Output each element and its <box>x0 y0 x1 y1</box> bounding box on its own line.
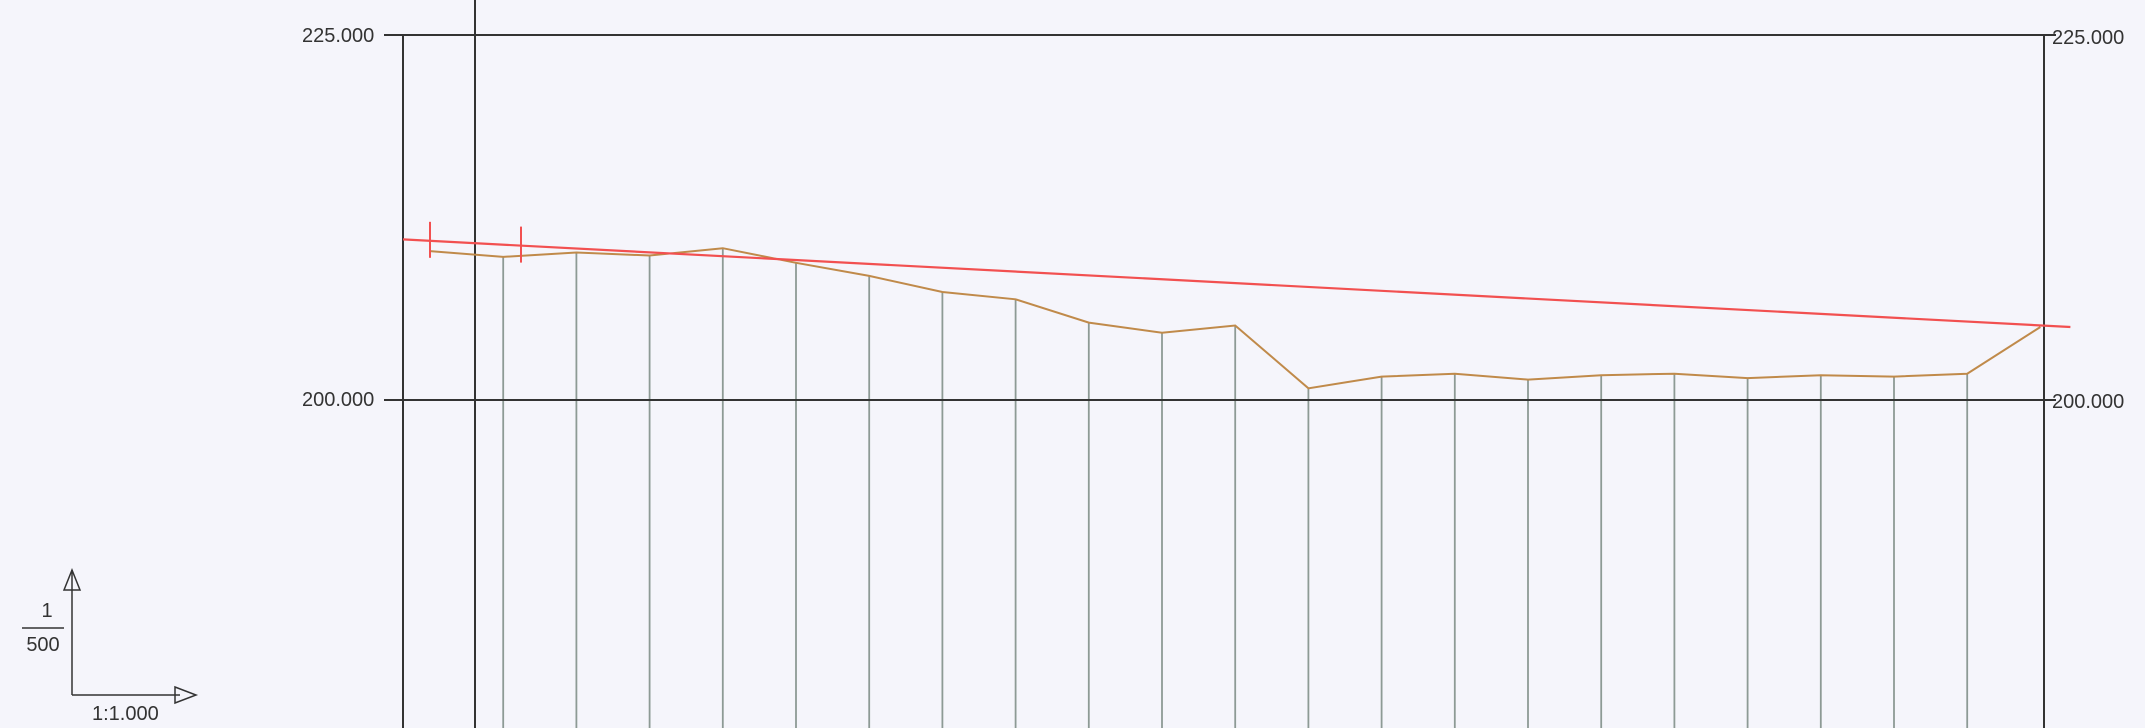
horizontal-scale-arrow-icon <box>174 685 199 705</box>
left-elevation-label-200: 200.000 <box>302 389 375 411</box>
horizontal-scale-label: 1:1.000 <box>92 703 159 725</box>
scale-legend-arrows <box>22 567 199 705</box>
left-elevation-label-225: 225.000 <box>302 25 375 47</box>
vertical-scale-denominator: 500 <box>26 634 60 656</box>
right-elevation-label-225: 225.000 <box>2052 27 2125 49</box>
station-gridlines <box>502 248 1969 728</box>
design-grade-line <box>402 238 2071 329</box>
design-line-ticks <box>429 221 522 263</box>
vertical-scale-arrow-icon <box>62 567 82 591</box>
vertical-scale-numerator: 1 <box>41 600 53 622</box>
right-elevation-label-200: 200.000 <box>2052 391 2125 413</box>
ground-profile-line <box>429 247 2041 390</box>
